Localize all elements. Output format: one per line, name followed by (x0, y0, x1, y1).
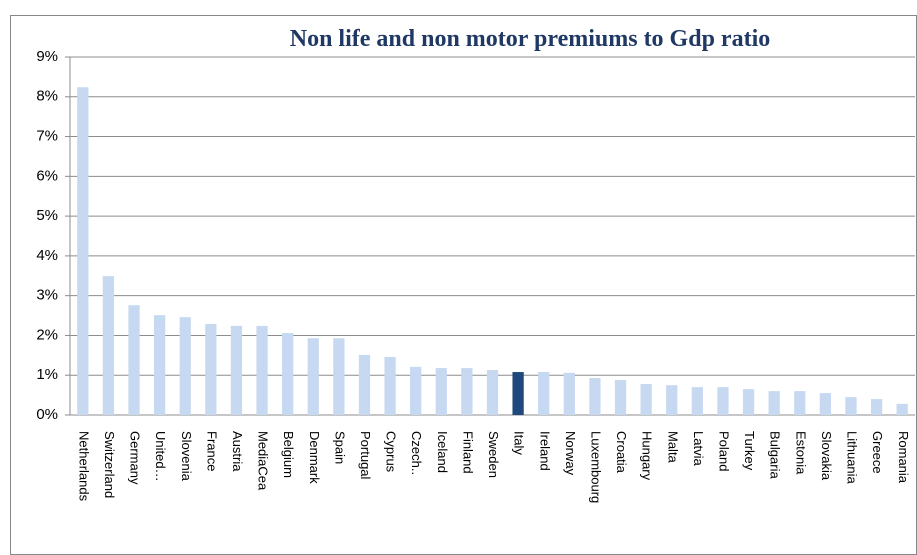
x-tick-label: Czech.. (409, 431, 424, 475)
bar (691, 387, 703, 415)
x-tick-label: Italy (512, 431, 527, 455)
x-tick-label: Slovenia (179, 431, 194, 482)
bar (102, 276, 115, 415)
bar (77, 87, 89, 415)
x-tick-label: MediaCea (256, 431, 271, 491)
x-tick-label: Luxembourg (588, 431, 603, 503)
x-tick-label: Belgium (281, 431, 296, 478)
x-tick-label: Denmark (307, 431, 322, 484)
bar (870, 399, 883, 415)
bar (410, 366, 422, 415)
x-tick-label: Portugal (358, 431, 373, 480)
bar (333, 338, 345, 415)
x-tick-label: Switzerland (102, 431, 117, 498)
y-tick-label: 6% (36, 167, 58, 184)
x-tick-label: Cyprus (384, 431, 399, 473)
x-tick-label: Malta (665, 431, 680, 464)
bar (742, 389, 755, 415)
bar (205, 323, 217, 415)
x-tick-label: Estonia (793, 431, 808, 475)
y-tick-label: 2% (36, 326, 58, 343)
x-tick-label: France (204, 431, 219, 471)
y-tick-label: 1% (36, 366, 58, 383)
bar (538, 372, 550, 415)
bar (896, 403, 908, 415)
x-tick-label: Bulgaria (768, 431, 783, 479)
x-tick-label: United… (153, 431, 168, 482)
x-tick-label: Lithuania (845, 431, 860, 485)
bar (845, 397, 857, 415)
bar (282, 333, 294, 415)
y-tick-label: 8% (36, 88, 58, 105)
x-tick-label: Norway (563, 431, 578, 476)
x-tick-label: Greece (870, 431, 885, 474)
bar (358, 354, 371, 415)
x-tick-label: Turkey (742, 431, 757, 471)
bar (563, 372, 575, 415)
x-tick-label: Austria (230, 431, 245, 472)
bar (230, 325, 243, 415)
y-tick-label: 0% (36, 406, 58, 423)
bar (614, 379, 627, 415)
x-tick-label: Ireland (537, 431, 552, 471)
bar (666, 385, 678, 415)
bar (589, 378, 601, 415)
y-tick-label: 3% (36, 287, 58, 304)
bar (435, 368, 447, 415)
x-tick-label: Romania (896, 431, 911, 484)
x-tick-label: Slovakia (819, 431, 834, 481)
bar (128, 305, 140, 415)
bar (819, 393, 832, 415)
y-tick-label: 7% (36, 128, 58, 145)
bar (640, 383, 652, 415)
bar (153, 315, 166, 415)
bar (256, 325, 268, 415)
x-tick-label: Germany (128, 431, 143, 485)
bar (768, 391, 780, 415)
bar (307, 338, 319, 415)
x-tick-label: Iceland (435, 431, 450, 473)
x-tick-label: Latvia (691, 431, 706, 466)
x-tick-label: Netherlands (76, 431, 91, 502)
bar (461, 368, 473, 415)
bar (486, 370, 499, 415)
y-tick-label: 9% (36, 48, 58, 65)
x-tick-label: Hungary (640, 431, 655, 481)
chart-title: Non life and non motor premiums to Gdp r… (290, 26, 770, 52)
bar (794, 391, 806, 415)
x-tick-label: Spain (332, 431, 347, 464)
bar (717, 387, 729, 415)
x-tick-label: Finland (460, 431, 475, 474)
y-tick-label: 4% (36, 247, 58, 264)
bar (179, 317, 191, 415)
bar (512, 372, 524, 415)
x-tick-label: Sweden (486, 431, 501, 478)
chart-frame (10, 15, 917, 555)
bar (384, 356, 396, 415)
x-tick-label: Poland (717, 431, 732, 471)
y-tick-label: 5% (36, 207, 58, 224)
x-tick-label: Croatia (614, 431, 629, 474)
